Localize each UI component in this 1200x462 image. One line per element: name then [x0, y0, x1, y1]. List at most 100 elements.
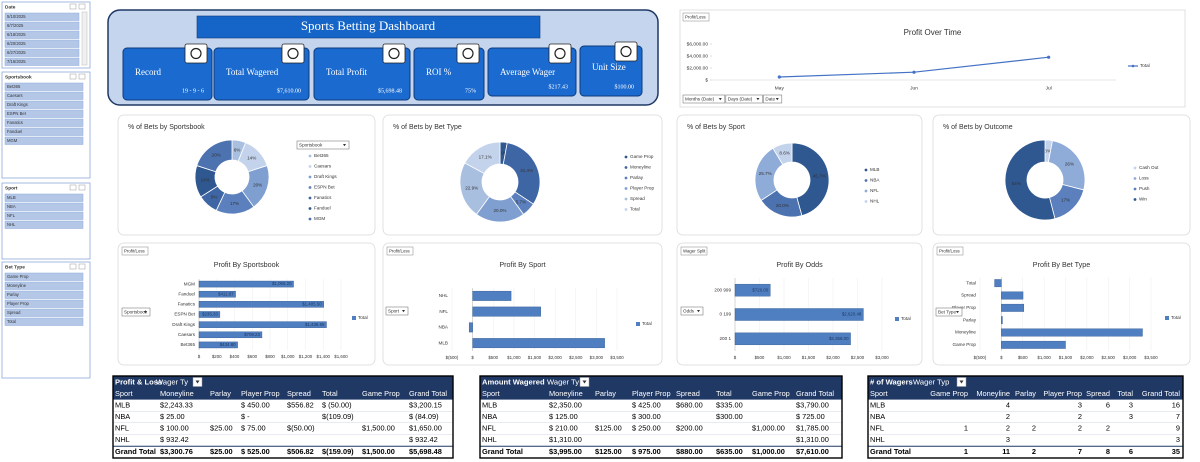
- column-header: Parlay: [1015, 389, 1036, 398]
- y-tick-label: ESPN Bet: [174, 312, 195, 317]
- slicer-item[interactable]: [4, 136, 84, 145]
- slicer-icon[interactable]: [78, 184, 86, 191]
- legend-marker: [308, 217, 312, 221]
- x-tick-label: $: [1000, 355, 1003, 360]
- row-label: NHL: [115, 435, 130, 444]
- dropdown-arrow: [775, 98, 779, 101]
- dropdown-label: Date: [765, 97, 775, 102]
- bar: [472, 306, 541, 317]
- table-cell: 6: [1129, 447, 1133, 456]
- slicer-icon[interactable]: [78, 73, 86, 80]
- table-cell: $3,790.00: [796, 400, 829, 409]
- table-cell: $125.00: [595, 447, 622, 456]
- row-label: MLB: [870, 400, 885, 409]
- slicer-item[interactable]: [4, 118, 84, 127]
- column-header: Sport: [870, 389, 888, 398]
- bar: [734, 308, 864, 321]
- x-tick-label: $1,000: [777, 355, 791, 360]
- slicer-icon[interactable]: [69, 263, 77, 270]
- slicer-item[interactable]: [4, 211, 84, 220]
- slicer-item[interactable]: [4, 39, 80, 48]
- dropdown-label: Sportsbook: [124, 310, 148, 315]
- dropdown[interactable]: [121, 307, 151, 317]
- slicer-icon[interactable]: [69, 3, 77, 10]
- button[interactable]: [936, 246, 964, 256]
- bar: [468, 322, 473, 333]
- slicer-item[interactable]: [4, 109, 84, 118]
- y-tick-label: Moneyline: [955, 330, 976, 335]
- kpi-value: $100.00: [615, 83, 635, 90]
- slicer-item[interactable]: [4, 317, 84, 326]
- donut-segment: [791, 142, 830, 217]
- slicer-item[interactable]: [4, 220, 84, 229]
- slicer-icon[interactable]: [69, 184, 77, 191]
- dropdown[interactable]: [682, 94, 726, 104]
- button[interactable]: [386, 246, 414, 256]
- x-tick-label: $1,200: [299, 354, 313, 359]
- donut-segment: [464, 141, 501, 174]
- y-tick-label: NFL: [439, 309, 448, 314]
- button[interactable]: [680, 246, 708, 256]
- legend-label: MGM: [314, 216, 325, 221]
- y-tick-label: Bet365: [180, 342, 195, 347]
- slicer-item[interactable]: [4, 12, 80, 21]
- slicer-item[interactable]: [4, 127, 84, 136]
- table-cell: $2,243.33: [160, 400, 193, 409]
- x-tick-label: May: [775, 85, 785, 91]
- y-tick-label: NBA: [439, 325, 449, 330]
- slicer-item[interactable]: [4, 21, 80, 30]
- dropdown[interactable]: [763, 94, 783, 104]
- dropdown[interactable]: [725, 94, 763, 104]
- table-cell: $25.00: [210, 423, 233, 432]
- slicer-item[interactable]: [4, 100, 84, 109]
- legend-marker: [1133, 177, 1137, 180]
- slicer-item[interactable]: [4, 272, 84, 281]
- chart-title: % of Bets by Bet Type: [393, 124, 462, 131]
- dropdown[interactable]: [385, 306, 409, 316]
- x-tick-label: $3,500: [610, 355, 624, 360]
- slicer-icon[interactable]: [69, 73, 77, 80]
- legend-marker: [624, 166, 628, 169]
- table-cell: 2: [1106, 423, 1110, 432]
- chart-panel: [932, 114, 1191, 236]
- dropdown[interactable]: [680, 306, 704, 316]
- button[interactable]: [121, 246, 149, 256]
- table-cell: $125.00: [595, 423, 622, 432]
- slicer-item-label: Player Prop: [7, 301, 30, 306]
- table-title: # of Wagers: [870, 378, 913, 387]
- dropdown-arrow: [402, 310, 405, 313]
- slicer-item[interactable]: [4, 193, 84, 202]
- filter-arrow: [959, 380, 964, 384]
- kpi-icon: [614, 41, 638, 62]
- dropdown[interactable]: [296, 140, 350, 150]
- table-cell: $506.82: [287, 447, 314, 456]
- slicer-item[interactable]: [4, 202, 84, 211]
- slicer-item[interactable]: [4, 299, 84, 308]
- y-tick-label: $2,000.00: [687, 65, 709, 71]
- slicer-item[interactable]: [4, 57, 80, 66]
- slicer-item[interactable]: [4, 48, 80, 57]
- dropdown-label: Odds: [683, 309, 695, 314]
- column-header: Spread: [676, 389, 700, 398]
- slicer-item[interactable]: [4, 308, 84, 317]
- row-label: NHL: [870, 435, 885, 444]
- button[interactable]: [682, 12, 710, 22]
- slicer-icon[interactable]: [78, 3, 86, 10]
- slicer-item[interactable]: [4, 290, 84, 299]
- slicer-item[interactable]: [4, 82, 84, 91]
- x-tick-label: $1,000: [1037, 355, 1051, 360]
- column-header: Total: [716, 389, 732, 398]
- slicer-item[interactable]: [4, 30, 80, 39]
- dropdown[interactable]: [935, 307, 963, 317]
- kpi-label: Unit Size: [592, 62, 626, 72]
- slicer-icon[interactable]: [78, 263, 86, 270]
- bar: [198, 280, 294, 288]
- slicer-item[interactable]: [4, 91, 84, 100]
- slicer-item-label: Caesars: [7, 93, 23, 98]
- column-header: Sport: [115, 389, 133, 398]
- legend-label: Loss: [1139, 176, 1149, 181]
- row-label: NFL: [482, 423, 496, 432]
- slicer-item[interactable]: [4, 281, 84, 290]
- y-tick-label: 200 999: [714, 287, 731, 292]
- table-cell: 3: [1129, 412, 1133, 421]
